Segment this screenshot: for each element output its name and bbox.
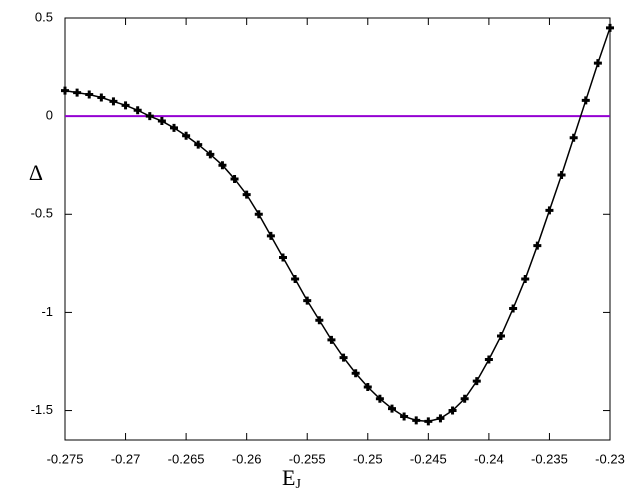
data-point <box>266 231 275 240</box>
data-point <box>303 296 312 305</box>
data-point <box>557 171 566 180</box>
data-point <box>109 97 118 106</box>
data-point <box>73 88 82 97</box>
y-tick-label: 0.5 <box>35 9 53 24</box>
data-point <box>606 23 614 32</box>
data-point <box>533 241 542 250</box>
x-tick-label: -0.26 <box>232 451 262 466</box>
data-point <box>315 316 324 325</box>
data-point <box>85 90 94 99</box>
y-tick-label: -1 <box>41 304 53 319</box>
data-point <box>242 190 251 199</box>
data-point <box>484 355 493 364</box>
data-point <box>521 275 530 284</box>
x-tick-label: -0.275 <box>47 451 84 466</box>
data-point <box>412 416 421 425</box>
x-tick-label: -0.235 <box>531 451 568 466</box>
data-point <box>545 206 554 215</box>
data-point <box>363 383 372 392</box>
data-point <box>424 417 433 426</box>
data-point <box>388 404 396 413</box>
data-point <box>497 331 505 340</box>
data-point <box>218 161 227 170</box>
data-point <box>569 133 578 142</box>
plot-frame <box>64 17 611 441</box>
data-point <box>291 275 300 284</box>
data-point <box>375 394 384 403</box>
data-point <box>170 123 178 132</box>
data-point <box>182 131 191 140</box>
data-point <box>206 150 215 159</box>
y-axis-label: Δ <box>29 160 43 185</box>
data-point <box>254 210 263 219</box>
data-point <box>593 59 602 68</box>
x-axis-label: EJ <box>282 465 301 492</box>
data-point <box>133 106 142 115</box>
data-point <box>327 335 336 344</box>
data-point <box>400 412 409 421</box>
data-point <box>436 414 445 423</box>
x-axis-label-sub: J <box>295 477 301 492</box>
data-point <box>339 353 348 362</box>
data-line <box>64 27 611 423</box>
y-tick-label: 0 <box>46 108 53 123</box>
x-tick-label: -0.245 <box>410 451 447 466</box>
x-tick-label: -0.27 <box>111 451 141 466</box>
x-tick-label: -0.23 <box>595 451 625 466</box>
data-point <box>97 93 106 102</box>
data-point <box>581 96 590 105</box>
data-point <box>61 86 69 95</box>
y-tick-label: -0.5 <box>31 206 53 221</box>
data-point <box>194 140 203 149</box>
y-tick-label: -1.5 <box>31 402 53 417</box>
x-tick-label: -0.255 <box>289 451 326 466</box>
data-point <box>157 117 166 126</box>
data-point <box>472 377 481 386</box>
data-point <box>509 304 518 313</box>
data-point <box>448 406 457 415</box>
data-point <box>460 394 469 403</box>
x-axis-label-main: E <box>282 465 295 490</box>
x-tick-label: -0.24 <box>474 451 504 466</box>
data-point <box>230 174 239 183</box>
x-tick-label: -0.265 <box>168 451 205 466</box>
data-point <box>145 112 154 121</box>
data-point <box>121 101 130 110</box>
data-point <box>351 369 360 378</box>
x-tick-label: -0.25 <box>353 451 383 466</box>
data-point <box>279 253 287 262</box>
